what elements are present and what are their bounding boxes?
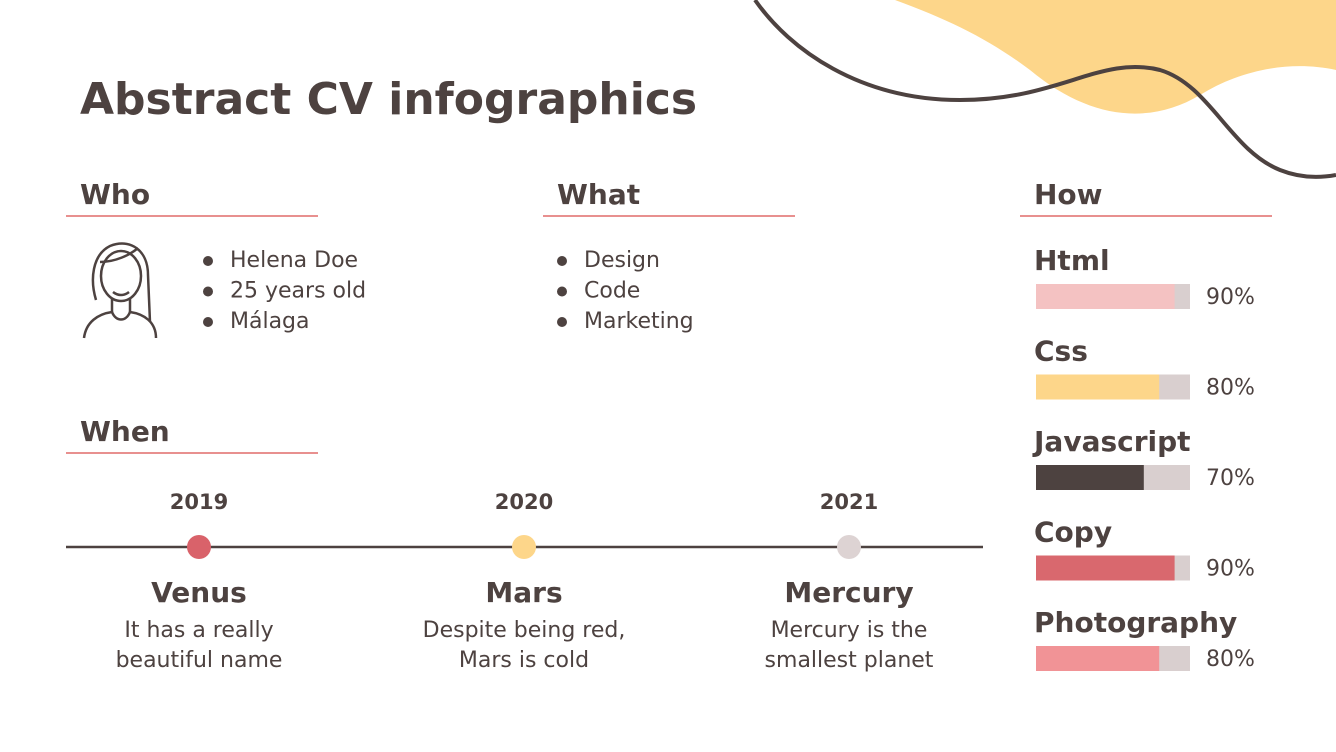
skill-percent: 70% [1206,466,1255,491]
section-heading: When [80,415,170,448]
skill-name: Copy [1034,516,1112,549]
event-description: It has a really [124,618,273,643]
bullet-dot [203,256,213,266]
bullet-dot [557,286,567,297]
bullet-dot [203,317,213,327]
skill-bar [1036,555,1175,581]
skill-bar [1036,465,1144,490]
skill-bar [1036,646,1160,671]
event-dot [837,535,861,559]
blob-decoration [895,0,1336,114]
bullet-text: Marketing [584,309,694,334]
skill-name: Javascript [1032,425,1191,458]
event-dot [512,535,536,559]
event-description: Despite being red, [423,618,626,643]
section-heading: Who [80,178,150,211]
bullet-text: Helena Doe [230,248,358,273]
bullet-dot [203,286,213,297]
skill-percent: 90% [1206,285,1255,310]
event-year: 2021 [820,490,878,514]
event-dot [187,535,211,559]
avatar-icon [82,242,158,339]
event-name: Mars [485,576,562,609]
curve-decoration [753,0,1336,179]
skill-percent: 80% [1206,376,1255,401]
skill-bar [1036,374,1160,400]
event-description: smallest planet [765,648,934,673]
skill-bar [1036,284,1175,309]
section-heading: How [1034,178,1103,211]
bullet-dot [557,317,567,327]
bullet-text: Málaga [230,309,310,334]
skill-percent: 80% [1206,647,1255,672]
event-description: Mars is cold [459,648,589,673]
event-year: 2020 [495,490,553,514]
bullet-text: 25 years old [230,279,366,304]
skill-name: Css [1034,335,1088,368]
section-heading: What [557,178,640,211]
skill-name: Photography [1034,606,1237,639]
bullet-dot [557,256,567,266]
event-description: beautiful name [116,648,283,673]
skill-percent: 90% [1206,557,1255,582]
title: Abstract CV infographics [80,74,697,125]
event-name: Venus [151,576,247,609]
event-year: 2019 [170,490,228,514]
skill-name: Html [1034,244,1110,277]
bullet-text: Code [584,279,640,304]
bullet-text: Design [584,248,660,273]
event-description: Mercury is the [771,618,928,643]
event-name: Mercury [784,576,913,609]
